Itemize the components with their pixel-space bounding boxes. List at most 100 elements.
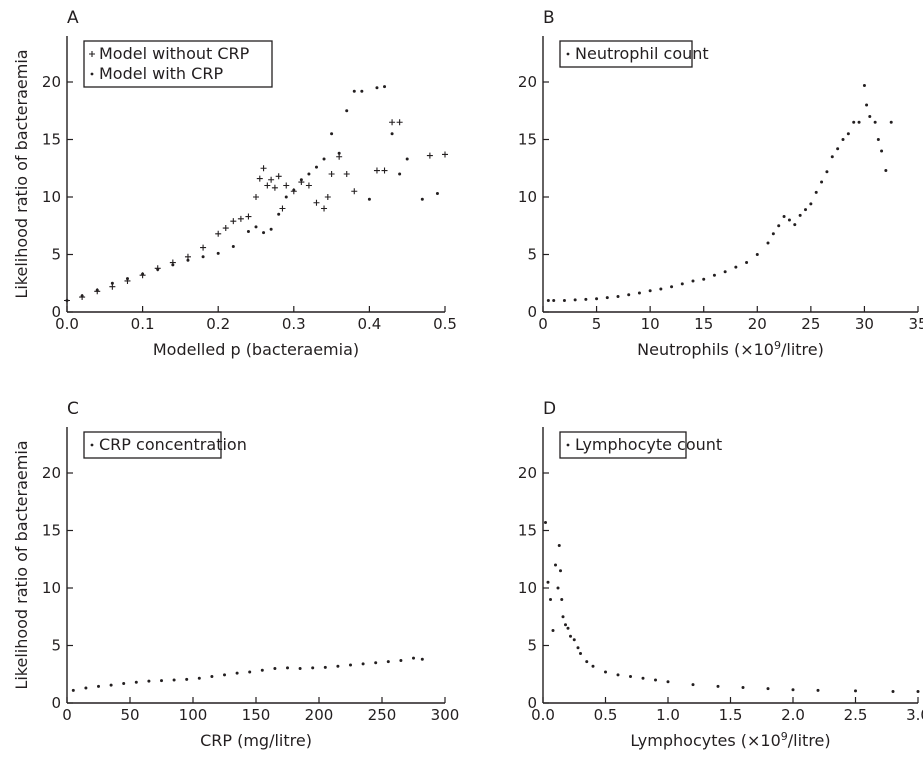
data-point — [248, 670, 252, 674]
data-point — [398, 172, 402, 176]
legend-box — [83, 431, 222, 459]
data-point — [916, 690, 920, 693]
data-point — [670, 285, 674, 289]
data-point-plus — [222, 225, 229, 232]
data-point — [375, 86, 379, 90]
data-point — [627, 293, 631, 297]
data-point — [254, 225, 258, 229]
x-axis-label: Lymphocytes (×109/litre) — [630, 730, 830, 751]
data-point — [841, 138, 845, 141]
data-point — [109, 683, 113, 687]
data-point — [572, 638, 576, 642]
data-point-plus — [275, 173, 282, 180]
legend-entry: CRP concentration — [99, 435, 247, 454]
x-tick-label: 0.2 — [206, 315, 230, 333]
data-point — [809, 202, 813, 206]
data-point — [569, 634, 572, 638]
x-tick-label: 100 — [179, 706, 208, 724]
data-point — [156, 267, 160, 271]
legend-marker-dot — [566, 443, 570, 447]
data-point — [435, 192, 439, 196]
data-point — [891, 690, 895, 693]
data-point — [420, 657, 424, 661]
data-point — [84, 686, 88, 690]
data-point — [573, 298, 577, 302]
x-tick-label: 15 — [694, 315, 713, 333]
data-point — [755, 253, 759, 256]
data-point — [584, 297, 588, 301]
data-point — [830, 155, 834, 159]
data-point — [307, 172, 311, 176]
x-tick-label: 0.5 — [594, 706, 618, 724]
data-point — [231, 244, 235, 248]
x-tick-label: 1.5 — [719, 706, 743, 724]
data-point — [141, 272, 145, 276]
data-point — [782, 215, 786, 219]
panel-label: B — [543, 8, 555, 28]
data-point — [702, 277, 706, 281]
data-point — [560, 598, 564, 601]
x-tick-label: 0 — [538, 315, 548, 333]
y-tick-label: 0 — [51, 694, 61, 712]
data-point — [171, 263, 175, 267]
y-tick-label: 0 — [527, 303, 537, 321]
data-point — [216, 251, 220, 255]
x-tick-label: 20 — [748, 315, 767, 333]
data-point — [386, 660, 390, 664]
legend-marker-dot — [90, 72, 94, 76]
data-point — [873, 120, 877, 124]
data-point — [337, 151, 341, 155]
data-point — [576, 646, 580, 650]
legend-entry: Model without CRP — [99, 44, 250, 63]
series-dot — [544, 520, 920, 693]
series-dot — [546, 83, 893, 302]
data-point — [383, 85, 387, 89]
data-point — [374, 661, 378, 665]
data-point — [390, 132, 394, 136]
data-point — [852, 120, 856, 124]
y-tick-label: 20 — [518, 73, 537, 91]
data-point — [579, 652, 582, 656]
data-point-plus — [313, 199, 320, 206]
y-tick-label: 10 — [518, 579, 537, 597]
data-point — [629, 675, 632, 679]
x-tick-label: 25 — [801, 315, 820, 333]
x-tick-label: 50 — [120, 706, 139, 724]
data-point — [273, 667, 277, 670]
data-point — [95, 288, 99, 292]
data-point-plus — [230, 218, 237, 225]
data-point — [868, 115, 872, 118]
x-axis-label: Modelled p (bacteraemia) — [153, 340, 359, 359]
data-point — [412, 656, 415, 660]
data-point — [122, 681, 126, 685]
data-point — [110, 281, 114, 285]
data-point — [564, 623, 567, 627]
x-tick-label: 0.0 — [55, 315, 79, 333]
data-point — [125, 277, 129, 281]
data-point — [889, 120, 893, 124]
data-point-plus — [245, 213, 252, 220]
data-point — [71, 688, 75, 692]
x-tick-label: 2.5 — [844, 706, 868, 724]
data-point — [846, 132, 850, 136]
data-point — [97, 684, 100, 688]
panel-label: C — [67, 399, 79, 419]
data-point — [286, 666, 289, 670]
x-tick-label: 0.4 — [357, 315, 381, 333]
data-point — [793, 223, 797, 227]
data-point — [269, 227, 273, 231]
legend-entry: Lymphocyte count — [575, 435, 722, 454]
data-point — [680, 282, 684, 286]
data-point — [559, 569, 562, 573]
chart-panel-b: B 0 5 10 15 20 25 30 35 0 5 10 15 20 Neutrophils (×109… — [518, 8, 923, 359]
x-tick-label: 2.0 — [781, 706, 805, 724]
chart-panel-a: A 0.0 0.1 0.2 0.3 0.4 0.5 0 5 10 15 20 Modelled p (b… — [12, 8, 457, 359]
legend-box — [559, 40, 693, 68]
data-point — [260, 668, 264, 672]
y-tick-label: 0 — [527, 694, 537, 712]
panel-label: A — [67, 8, 79, 28]
data-point — [659, 287, 663, 291]
y-tick-label: 5 — [51, 246, 61, 264]
data-point-plus — [321, 205, 328, 212]
data-point — [836, 147, 840, 151]
